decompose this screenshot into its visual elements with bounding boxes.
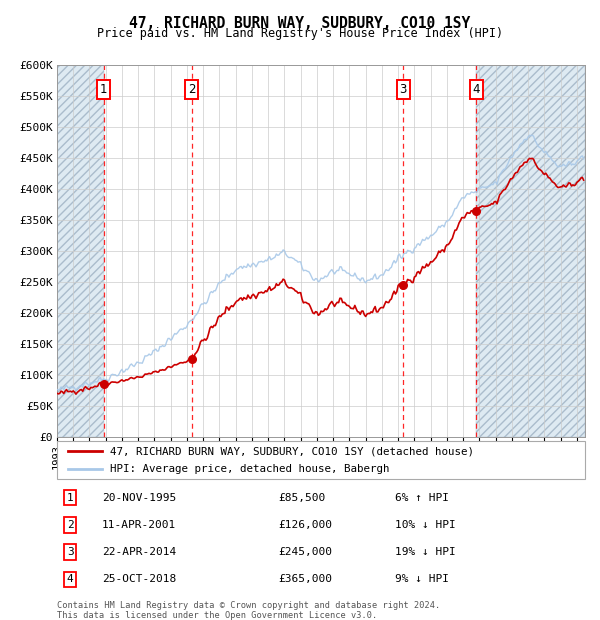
Text: 2: 2 — [67, 520, 74, 530]
Text: 2: 2 — [188, 84, 195, 96]
Text: 11-APR-2001: 11-APR-2001 — [102, 520, 176, 530]
Text: £126,000: £126,000 — [279, 520, 333, 530]
Text: Contains HM Land Registry data © Crown copyright and database right 2024.: Contains HM Land Registry data © Crown c… — [57, 601, 440, 611]
Text: 25-OCT-2018: 25-OCT-2018 — [102, 574, 176, 584]
Text: 1: 1 — [100, 84, 107, 96]
Text: 47, RICHARD BURN WAY, SUDBURY, CO10 1SY (detached house): 47, RICHARD BURN WAY, SUDBURY, CO10 1SY … — [110, 446, 474, 456]
Text: 47, RICHARD BURN WAY, SUDBURY, CO10 1SY: 47, RICHARD BURN WAY, SUDBURY, CO10 1SY — [130, 16, 470, 30]
Text: Price paid vs. HM Land Registry's House Price Index (HPI): Price paid vs. HM Land Registry's House … — [97, 27, 503, 40]
Text: This data is licensed under the Open Government Licence v3.0.: This data is licensed under the Open Gov… — [57, 611, 377, 620]
Text: 3: 3 — [400, 84, 407, 96]
Text: 9% ↓ HPI: 9% ↓ HPI — [395, 574, 449, 584]
Text: 3: 3 — [67, 547, 74, 557]
Text: 19% ↓ HPI: 19% ↓ HPI — [395, 547, 455, 557]
FancyBboxPatch shape — [57, 441, 585, 479]
Text: £245,000: £245,000 — [279, 547, 333, 557]
Text: 4: 4 — [473, 84, 480, 96]
Text: 6% ↑ HPI: 6% ↑ HPI — [395, 493, 449, 503]
Text: HPI: Average price, detached house, Babergh: HPI: Average price, detached house, Babe… — [110, 464, 389, 474]
Text: £365,000: £365,000 — [279, 574, 333, 584]
Text: 4: 4 — [67, 574, 74, 584]
Text: 1: 1 — [67, 493, 74, 503]
Text: 10% ↓ HPI: 10% ↓ HPI — [395, 520, 455, 530]
Text: 20-NOV-1995: 20-NOV-1995 — [102, 493, 176, 503]
Text: 22-APR-2014: 22-APR-2014 — [102, 547, 176, 557]
Text: £85,500: £85,500 — [279, 493, 326, 503]
